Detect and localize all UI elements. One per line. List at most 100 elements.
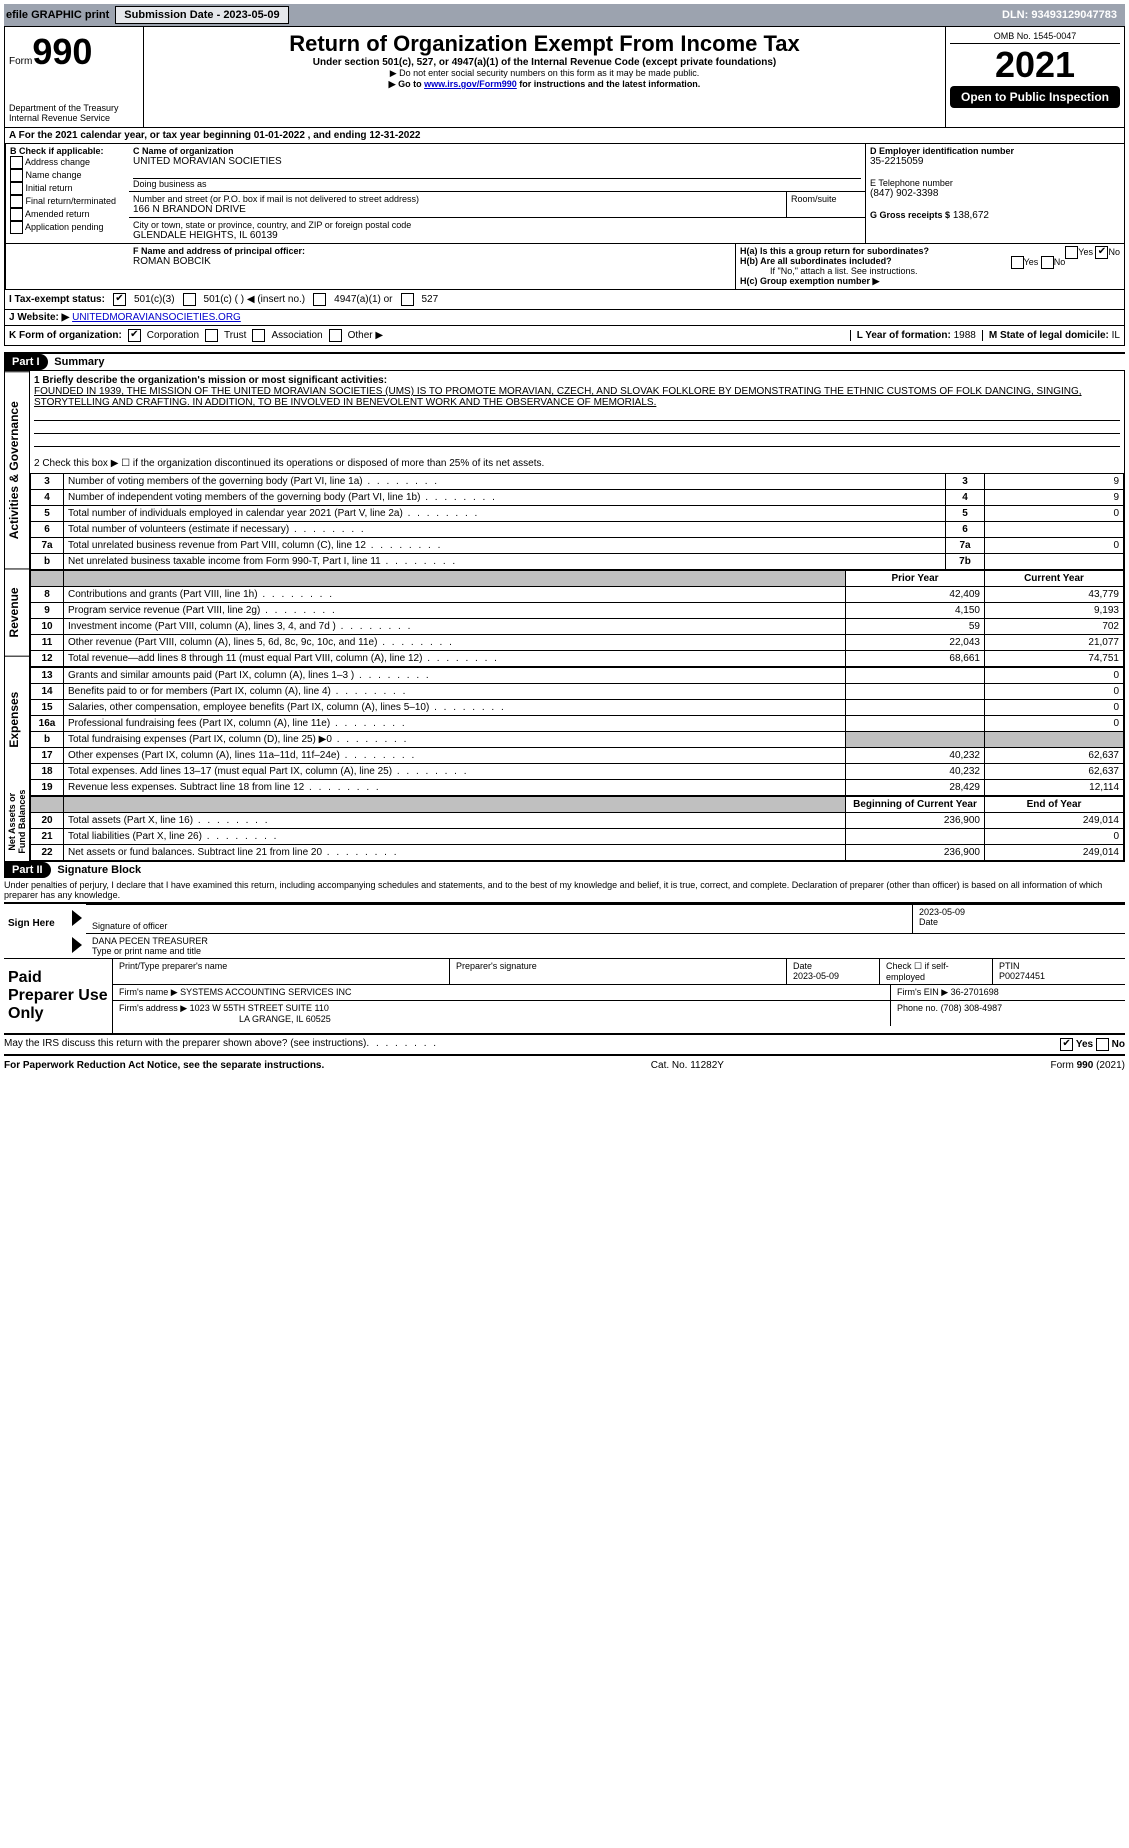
opt-assoc: Association [271, 330, 322, 341]
beg-year-header: Beginning of Current Year [846, 797, 985, 813]
discuss-dots [366, 1038, 438, 1051]
end-year-value: 249,014 [985, 845, 1124, 861]
part1-body: Activities & Governance Revenue Expenses… [4, 370, 1125, 862]
box-b-item: Final return/terminated [10, 195, 125, 208]
governance-table: 3 Number of voting members of the govern… [30, 473, 1124, 570]
firm-addr-cell: Firm's address ▶ 1023 W 55TH STREET SUIT… [113, 1001, 891, 1026]
gross-label: G Gross receipts $ [870, 210, 950, 220]
current-year-value: 74,751 [985, 651, 1124, 667]
form-org-label: K Form of organization: [9, 330, 122, 341]
prior-year-value: 22,043 [846, 635, 985, 651]
prep-date-label: Date [793, 961, 812, 971]
ptin-cell: PTINP00274451 [993, 959, 1125, 984]
mission-text: FOUNDED IN 1939, THE MISSION OF THE UNIT… [34, 386, 1120, 408]
line-value: 0 [985, 538, 1124, 554]
city-value: GLENDALE HEIGHTS, IL 60139 [133, 230, 861, 241]
opt-527: 527 [422, 294, 439, 305]
sig-officer-label: Signature of officer [92, 921, 906, 931]
trust-checkbox[interactable] [205, 329, 218, 342]
inspection-badge: Open to Public Inspection [950, 86, 1120, 108]
instructions-link[interactable]: www.irs.gov/Form990 [424, 79, 517, 89]
efile-label: efile GRAPHIC print [6, 9, 109, 21]
beg-year-value: 236,900 [846, 845, 985, 861]
line-number: 6 [31, 522, 64, 538]
line-desc: Total liabilities (Part X, line 26) [64, 829, 846, 845]
line-number: 14 [31, 684, 64, 700]
line-desc: Investment income (Part VIII, column (A)… [64, 619, 846, 635]
ein-label: D Employer identification number [870, 146, 1120, 156]
current-year-value: 43,779 [985, 587, 1124, 603]
line-a: A For the 2021 calendar year, or tax yea… [4, 128, 1125, 144]
current-year-value: 62,637 [985, 764, 1124, 780]
4947-checkbox[interactable] [313, 293, 326, 306]
type-name-label: Type or print name and title [92, 946, 1119, 956]
corp-checkbox[interactable]: ✔ [128, 329, 141, 342]
prior-year-value: 68,661 [846, 651, 985, 667]
line-value: 9 [985, 474, 1124, 490]
line-desc: Program service revenue (Part VIII, line… [64, 603, 846, 619]
pointer-icon [72, 910, 82, 926]
dept-label: Department of the Treasury [9, 103, 139, 113]
current-year-value: 0 [985, 700, 1124, 716]
firm-addr1: 1023 W 55TH STREET SUITE 110 [190, 1003, 329, 1013]
box-b-checkbox[interactable] [10, 195, 23, 208]
ein-value: 35-2215059 [870, 156, 1120, 167]
sign-here-block: Sign Here Signature of officer 2023-05-0… [4, 902, 1125, 959]
box-b-checkbox[interactable] [10, 221, 23, 234]
side-expenses: Expenses [5, 656, 29, 783]
state-label: M State of legal domicile: [989, 330, 1109, 341]
line-desc: Other expenses (Part IX, column (A), lin… [64, 748, 846, 764]
current-year-value: 0 [985, 684, 1124, 700]
org-name-label: C Name of organization [133, 146, 861, 156]
part2-badge: Part II [4, 862, 51, 878]
discuss-no-checkbox[interactable] [1096, 1038, 1109, 1051]
current-year-value: 62,637 [985, 748, 1124, 764]
line-desc: Grants and similar amounts paid (Part IX… [64, 668, 846, 684]
h-a-yes-checkbox[interactable] [1065, 246, 1078, 259]
submission-date-button[interactable]: Submission Date - 2023-05-09 [115, 6, 288, 24]
pra-notice: For Paperwork Reduction Act Notice, see … [4, 1060, 324, 1071]
527-checkbox[interactable] [401, 293, 414, 306]
website-link[interactable]: UNITEDMORAVIANSOCIETIES.ORG [72, 312, 241, 323]
mission-blank-3 [34, 434, 1120, 447]
side-activities: Activities & Governance [5, 371, 29, 568]
501c-checkbox[interactable] [183, 293, 196, 306]
line-box: 7b [946, 554, 985, 570]
sig-date-label: Date [919, 917, 1119, 927]
dba-label: Doing business as [133, 178, 861, 189]
h-b-no-checkbox[interactable] [1041, 256, 1054, 269]
box-b-checkbox[interactable] [10, 208, 23, 221]
sig-officer-cell: Signature of officer [86, 905, 913, 933]
year-footer: 2021 [1099, 1060, 1121, 1071]
other-checkbox[interactable] [329, 329, 342, 342]
sign-here-label: Sign Here [4, 904, 72, 958]
paid-prep-label: Paid Preparer Use Only [4, 959, 112, 1033]
line-desc: Total expenses. Add lines 13–17 (must eq… [64, 764, 846, 780]
h-a-no-checkbox[interactable]: ✔ [1095, 246, 1108, 259]
line-number: 4 [31, 490, 64, 506]
rev-spacer-n [31, 571, 64, 587]
501c3-checkbox[interactable]: ✔ [113, 293, 126, 306]
net-spacer-n [31, 797, 64, 813]
entity-info-block: B Check if applicable: Address change Na… [4, 144, 1125, 244]
prior-year-value: 40,232 [846, 764, 985, 780]
street-label: Number and street (or P.O. box if mail i… [133, 194, 782, 204]
prior-year-value: 4,150 [846, 603, 985, 619]
line-number: 13 [31, 668, 64, 684]
box-b-checkbox[interactable] [10, 169, 23, 182]
discuss-yes-checkbox[interactable]: ✔ [1060, 1038, 1073, 1051]
current-year-value: 9,193 [985, 603, 1124, 619]
box-b-checkbox[interactable] [10, 182, 23, 195]
line2-text: 2 Check this box ▶ ☐ if the organization… [34, 458, 1120, 469]
prep-date-value: 2023-05-09 [793, 971, 839, 981]
net-spacer-d [64, 797, 846, 813]
form-header: Form990 Department of the Treasury Inter… [4, 26, 1125, 128]
line-number: 16a [31, 716, 64, 732]
assoc-checkbox[interactable] [252, 329, 265, 342]
box-b-checkbox[interactable] [10, 156, 23, 169]
phone-label: Phone no. [897, 1003, 938, 1013]
side-revenue: Revenue [5, 568, 29, 655]
h-b-yes-checkbox[interactable] [1011, 256, 1024, 269]
current-year-value: 0 [985, 668, 1124, 684]
tax-year: 2021 [950, 44, 1120, 86]
